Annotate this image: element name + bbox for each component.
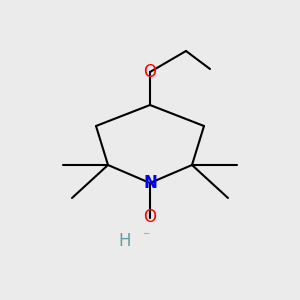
- Text: O: O: [143, 208, 157, 226]
- Text: H: H: [118, 232, 130, 250]
- Text: ⁻: ⁻: [142, 230, 150, 244]
- Text: N: N: [143, 174, 157, 192]
- Text: O: O: [143, 63, 157, 81]
